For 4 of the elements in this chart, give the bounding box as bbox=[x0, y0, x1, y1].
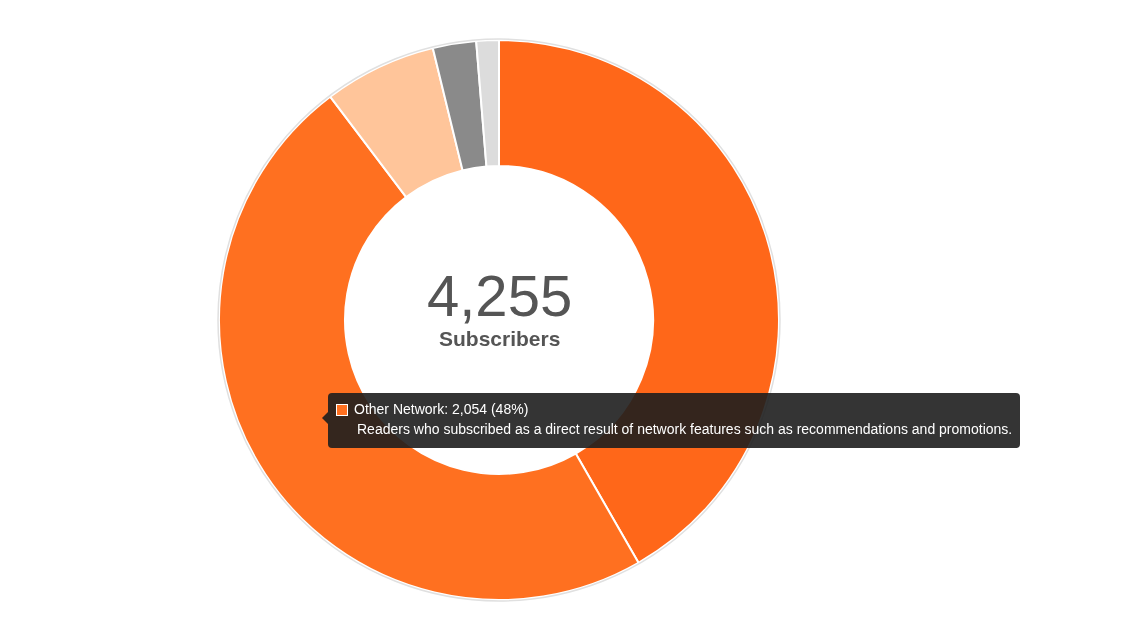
text: Subscribers bbox=[439, 327, 561, 350]
text: Readers who subscribed as a direct result of network features such as recommendations and promotions. bbox=[356, 420, 1013, 439]
text: Other Network: 2,054 (48%) bbox=[353, 400, 530, 419]
text: 4,255 bbox=[427, 263, 573, 328]
